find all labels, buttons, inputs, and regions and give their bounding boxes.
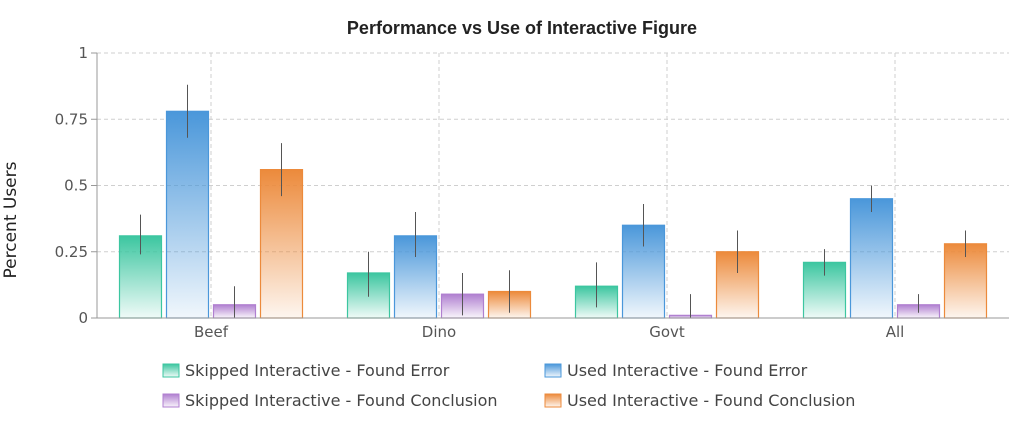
chart-title: Performance vs Use of Interactive Figure <box>347 18 697 38</box>
x-tick-label-beef: Beef <box>194 323 229 341</box>
y-tick-label: 0 <box>78 309 88 327</box>
x-tick-label-dino: Dino <box>422 323 456 341</box>
y-tick-label: 0.75 <box>55 110 88 128</box>
y-tick-label: 0.5 <box>64 177 88 195</box>
x-tick-labels: Beef Dino Govt All <box>194 323 904 341</box>
axes <box>96 53 1009 319</box>
legend-swatch <box>544 363 562 378</box>
legend-swatch <box>162 363 180 378</box>
bars <box>118 84 988 319</box>
bar-beef-series-2[interactable] <box>165 110 210 319</box>
legend-label: Skipped Interactive - Found Conclusion <box>185 391 498 410</box>
legend-item-1[interactable]: Skipped Interactive - Found Error <box>162 361 450 380</box>
legend-item-2[interactable]: Used Interactive - Found Error <box>544 361 808 380</box>
y-tick-label: 1 <box>78 44 88 62</box>
x-tick-label-govt: Govt <box>649 323 685 341</box>
x-tick-label-all: All <box>886 323 905 341</box>
bar-all-series-2[interactable] <box>849 198 894 319</box>
legend-label: Used Interactive - Found Error <box>567 361 808 380</box>
legend-swatch <box>544 393 562 408</box>
y-ticks: 0 0.25 0.5 0.75 1 <box>55 44 97 327</box>
y-tick-label: 0.25 <box>55 243 88 261</box>
legend: Skipped Interactive - Found Error Used In… <box>162 361 855 410</box>
legend-label: Used Interactive - Found Conclusion <box>567 391 855 410</box>
legend-item-3[interactable]: Skipped Interactive - Found Conclusion <box>162 391 498 410</box>
legend-label: Skipped Interactive - Found Error <box>185 361 450 380</box>
y-axis-label: Percent Users <box>1 161 21 278</box>
legend-swatch <box>162 393 180 408</box>
legend-item-4[interactable]: Used Interactive - Found Conclusion <box>544 391 855 410</box>
